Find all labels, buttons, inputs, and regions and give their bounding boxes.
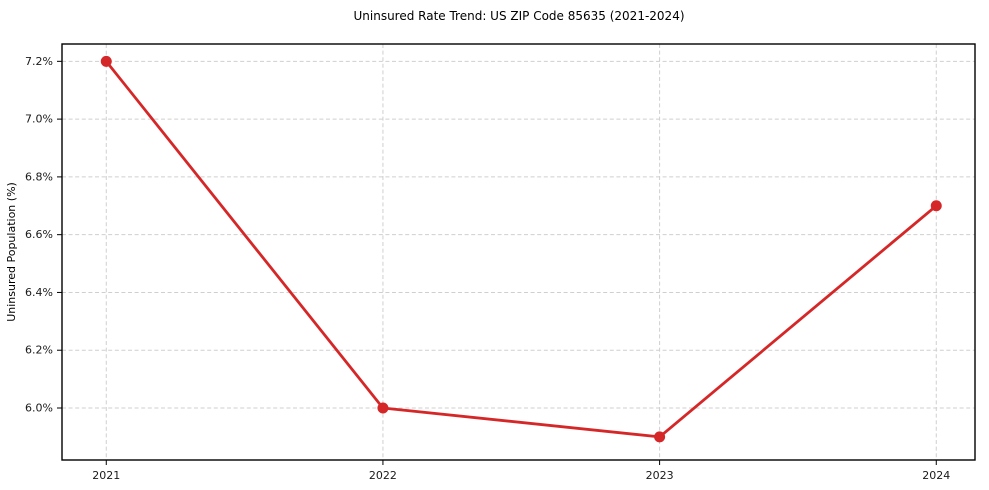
y-tick-label: 6.2%: [25, 344, 53, 357]
y-tick-label: 6.8%: [25, 170, 53, 183]
y-tick-label: 7.2%: [25, 55, 53, 68]
x-tick-label: 2022: [369, 469, 397, 482]
x-tick-label: 2023: [646, 469, 674, 482]
y-tick-label: 6.0%: [25, 402, 53, 415]
axis-ticks: [57, 60, 937, 465]
y-tick-label: 7.0%: [25, 113, 53, 126]
y-tick-label: 6.6%: [25, 228, 53, 241]
gridlines: [62, 44, 975, 460]
tick-labels: 6.0% 6.2% 6.4% 6.6% 6.8% 7.0% 7.2% 2021 2022 2023…: [25, 55, 950, 482]
x-tick-label: 2024: [922, 469, 950, 482]
y-tick-label: 6.4%: [25, 286, 53, 299]
data-point-2023: [654, 431, 666, 443]
data-point-2021: [100, 55, 112, 67]
data-point-2024: [930, 200, 942, 212]
chart-title: Uninsured Rate Trend: US ZIP Code 85635 …: [353, 9, 684, 23]
plot-border: [61, 43, 976, 461]
data-series: [100, 55, 942, 443]
data-point-2022: [377, 402, 389, 414]
y-axis-label: Uninsured Population (%): [5, 182, 18, 322]
trend-line: [104, 59, 938, 439]
x-tick-label: 2021: [92, 469, 120, 482]
